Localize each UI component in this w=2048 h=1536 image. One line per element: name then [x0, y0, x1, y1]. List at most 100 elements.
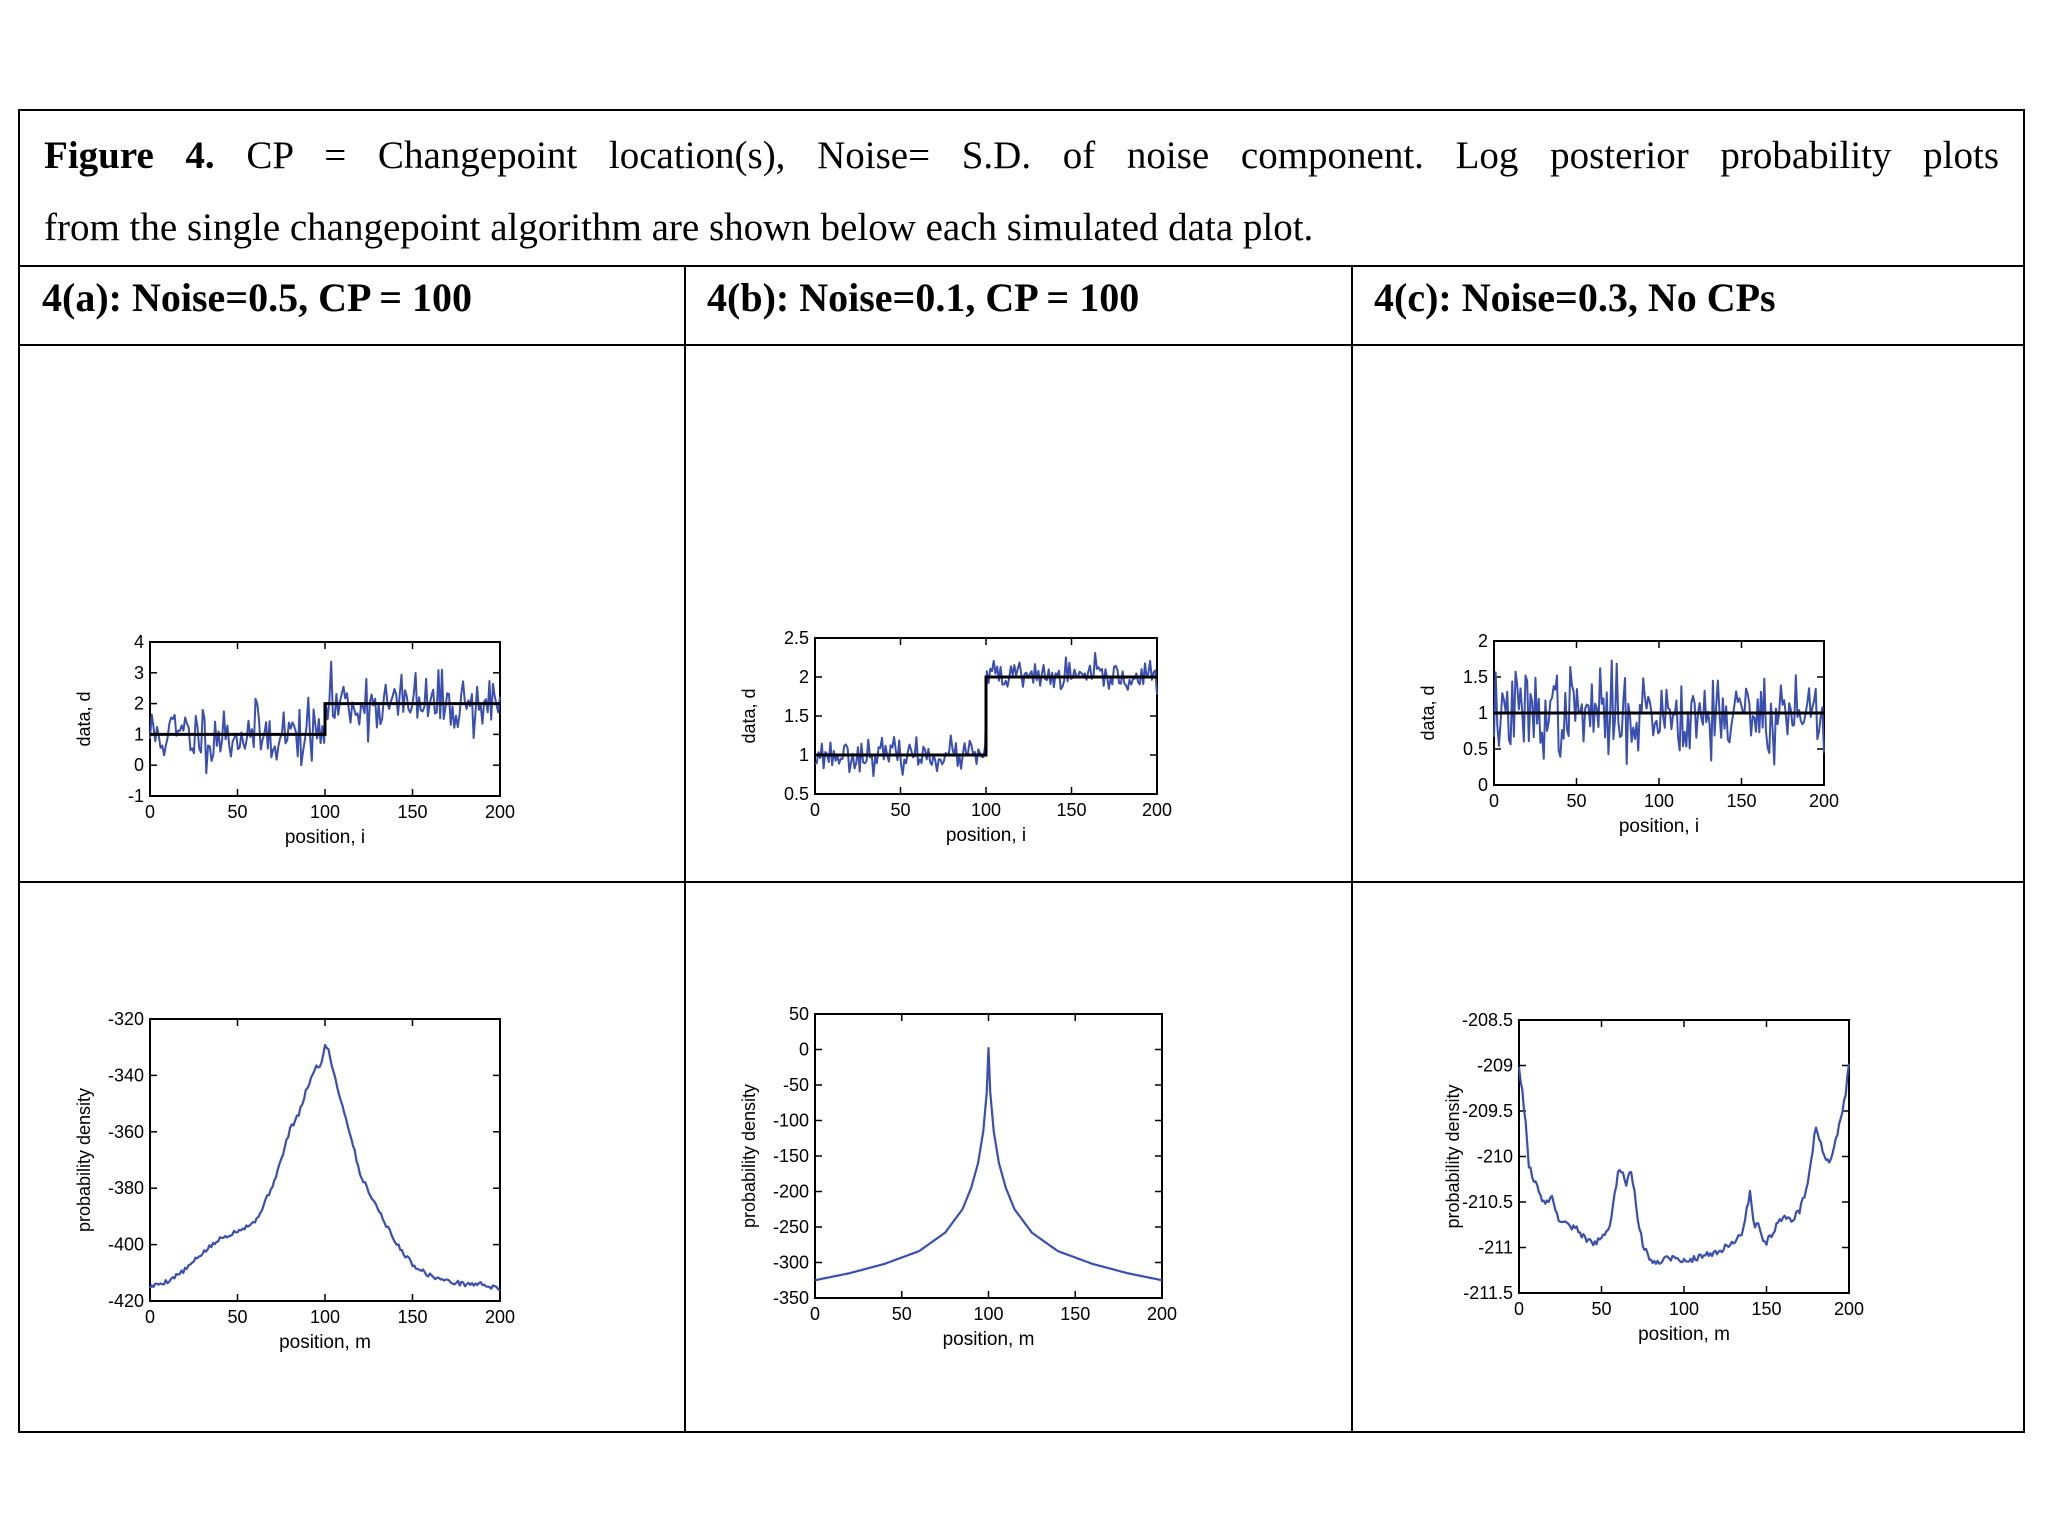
- y-tick-label: -210.5: [1462, 1192, 1513, 1212]
- figure-caption: Figure 4. CP = Changepoint location(s), …: [20, 111, 2023, 267]
- x-tick-label: 100: [310, 1307, 340, 1327]
- panel-header-b: 4(b): Noise=0.1, CP = 100: [707, 275, 1140, 320]
- x-tick-label: 200: [1142, 800, 1172, 820]
- x-tick-label: 0: [145, 802, 155, 822]
- y-tick-label: 0: [1478, 775, 1488, 795]
- y-tick-label: -209: [1477, 1056, 1513, 1076]
- x-tick-label: 50: [227, 802, 247, 822]
- panel-header-c: 4(c): Noise=0.3, No CPs: [1374, 275, 1776, 320]
- y-tick-label: -150: [773, 1146, 809, 1166]
- y-tick-label: 50: [789, 1004, 809, 1024]
- x-tick-label: 0: [145, 1307, 155, 1327]
- y-tick-label: 3: [134, 663, 144, 683]
- column-divider-2: [1351, 267, 1353, 1431]
- x-tick-label: 200: [1147, 1304, 1177, 1324]
- column-divider-1: [684, 267, 686, 1431]
- figure-table: Figure 4. CP = Changepoint location(s), …: [18, 109, 2025, 1433]
- y-tick-label: -50: [783, 1075, 809, 1095]
- x-tick-label: 200: [485, 802, 515, 822]
- chart-c-posterior: 0 50 100 150 200 -211.5 -211 -210.5 -210 -209.5 -2…: [1443, 1010, 1864, 1345]
- x-axis-label: position, m: [1638, 1324, 1730, 1345]
- y-tick-label: -1: [128, 786, 144, 806]
- y-tick-label: 1: [134, 724, 144, 744]
- x-tick-label: 50: [890, 800, 910, 820]
- x-tick-label: 50: [1591, 1299, 1611, 1319]
- x-tick-label: 50: [227, 1307, 247, 1327]
- caption-line-1-text: CP = Changepoint location(s), Noise= S.D…: [246, 134, 2000, 177]
- x-tick-label: 0: [1514, 1299, 1524, 1319]
- x-tick-label: 150: [397, 802, 427, 822]
- y-tick-label: -100: [773, 1111, 809, 1131]
- y-tick-label: -211: [1478, 1238, 1513, 1258]
- y-tick-label: -360: [108, 1122, 144, 1142]
- posterior-series-line: [149, 1043, 501, 1292]
- x-tick-label: 100: [971, 800, 1001, 820]
- x-tick-label: 0: [810, 1304, 820, 1324]
- x-tick-label: 100: [310, 802, 340, 822]
- x-tick-label: 200: [485, 1307, 515, 1327]
- caption-line-2: from the single changepoint algorithm ar…: [44, 206, 1314, 249]
- y-tick-label: 1.5: [1463, 667, 1488, 687]
- y-tick-label: -340: [108, 1065, 144, 1085]
- y-tick-label: 0.5: [1463, 739, 1488, 759]
- y-tick-label: -320: [108, 1009, 144, 1029]
- y-axis-label: probability density: [1443, 1084, 1463, 1228]
- chart-c-data: 0 50 100 150 200 0 0.5 1 1.5 2 position, i data, d: [1418, 631, 1839, 837]
- changepoint-fit-line: [815, 675, 1157, 757]
- y-tick-label: 0: [799, 1040, 809, 1060]
- y-axis-label: probability density: [74, 1088, 94, 1232]
- y-axis-label: data, d: [739, 688, 759, 743]
- x-tick-label: 50: [892, 1304, 912, 1324]
- x-axis-label: position, m: [943, 1329, 1035, 1350]
- x-tick-label: 150: [1056, 800, 1086, 820]
- y-tick-label: 2: [134, 694, 144, 714]
- posterior-series-line: [1517, 1063, 1851, 1265]
- y-tick-label: 0: [134, 755, 144, 775]
- data-series-line: [1493, 659, 1825, 766]
- x-axis-label: position, i: [946, 825, 1026, 846]
- figure-label: Figure 4.: [44, 134, 215, 177]
- plot-frame: [1518, 1019, 1850, 1294]
- x-tick-label: 0: [810, 800, 820, 820]
- y-axis-label: data, d: [1418, 685, 1438, 740]
- plot-frame: [149, 1018, 501, 1302]
- x-tick-label: 50: [1566, 791, 1586, 811]
- x-tick-label: 100: [1669, 1299, 1699, 1319]
- x-axis-label: position, i: [285, 827, 365, 848]
- y-tick-label: -420: [108, 1291, 144, 1311]
- y-tick-label: -380: [108, 1178, 144, 1198]
- y-tick-label: -200: [773, 1182, 809, 1202]
- x-tick-label: 200: [1834, 1299, 1864, 1319]
- y-tick-label: 2: [799, 667, 809, 687]
- y-tick-label: -208.5: [1462, 1010, 1513, 1030]
- y-tick-label: -211.5: [1463, 1283, 1513, 1303]
- y-tick-label: 0.5: [784, 784, 809, 804]
- panel-header-a: 4(a): Noise=0.5, CP = 100: [42, 275, 472, 320]
- y-tick-label: 1: [1478, 703, 1488, 723]
- caption-line-1: Figure 4. CP = Changepoint location(s), …: [44, 117, 1999, 195]
- panel-header-row: 4(a): Noise=0.5, CP = 100 4(b): Noise=0.…: [20, 267, 2023, 346]
- y-tick-label: -210: [1477, 1147, 1513, 1167]
- row-divider: [20, 881, 2023, 883]
- x-axis-label: position, i: [1619, 816, 1699, 837]
- x-tick-label: 150: [1060, 1304, 1090, 1324]
- y-tick-label: -209.5: [1462, 1101, 1513, 1121]
- y-tick-label: -350: [773, 1288, 809, 1308]
- y-tick-label: 1.5: [784, 706, 809, 726]
- x-tick-label: 150: [1726, 791, 1756, 811]
- y-tick-label: 4: [134, 632, 144, 652]
- x-tick-label: 150: [1751, 1299, 1781, 1319]
- y-tick-label: -250: [773, 1217, 809, 1237]
- y-tick-label: -400: [108, 1235, 144, 1255]
- y-tick-label: 2: [1478, 631, 1488, 651]
- y-axis-label: data, d: [74, 691, 94, 746]
- y-tick-label: 1: [799, 745, 809, 765]
- x-axis-label: position, m: [279, 1332, 371, 1353]
- chart-a-posterior: 0 50 100 150 200 -420 -400 -380 -360 -340 -320 posi…: [74, 1009, 515, 1353]
- x-tick-label: 150: [397, 1307, 427, 1327]
- y-tick-label: -300: [773, 1253, 809, 1273]
- changepoint-fit-line: [150, 702, 500, 736]
- chart-b-posterior: 0 50 100 150 200 -350 -300 -250 -200 -150 -100 -50 0…: [739, 1004, 1177, 1350]
- y-tick-label: 2.5: [784, 628, 809, 648]
